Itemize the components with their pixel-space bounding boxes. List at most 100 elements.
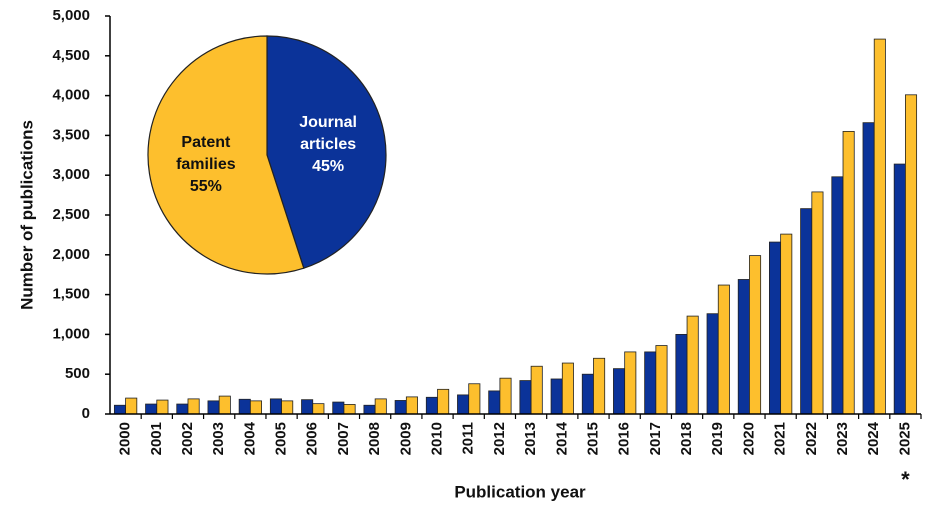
bar [749, 255, 762, 415]
x-tick-label: 2019 [709, 422, 726, 455]
x-tick-label: 2025 [896, 422, 913, 455]
x-tick-label: 2011 [460, 422, 477, 455]
bar [332, 401, 345, 415]
bar [893, 163, 906, 415]
y-tick-label: 3,000 [52, 166, 90, 183]
bar [281, 400, 294, 415]
pie-label: Patent families [176, 133, 236, 173]
bar [675, 333, 688, 415]
bar [862, 122, 875, 415]
bar [374, 398, 387, 415]
y-tick-label: 2,000 [52, 246, 90, 263]
bar [581, 373, 594, 415]
bar [394, 400, 407, 415]
y-tick-label: 2,500 [52, 206, 90, 223]
pie-value-label: 55% [189, 177, 222, 195]
x-tick-label: 2024 [865, 421, 882, 455]
bar [301, 399, 314, 415]
x-tick-label: 2010 [428, 422, 445, 455]
y-tick-label: 4,000 [52, 87, 90, 104]
x-tick-label: 2012 [491, 422, 508, 455]
y-tick-label: 0 [82, 405, 90, 422]
x-tick-label: 2023 [834, 422, 851, 455]
y-tick-label: 4,500 [52, 47, 90, 64]
bar [706, 313, 719, 415]
bar [238, 398, 251, 415]
bar [800, 208, 813, 415]
bar [343, 404, 356, 415]
pie-slice [266, 35, 387, 269]
bar [831, 176, 844, 415]
bar [176, 403, 189, 415]
bar [125, 397, 138, 415]
x-tick-label: 2006 [304, 422, 321, 455]
x-tick-label: 2000 [117, 422, 134, 455]
bar [499, 377, 512, 415]
pie-value-label: 45% [312, 158, 345, 176]
y-tick-label: 500 [65, 365, 90, 382]
bar [187, 398, 200, 415]
x-tick-label: 2022 [803, 422, 820, 455]
bar [613, 368, 626, 415]
bar [905, 94, 918, 415]
x-tick-label: 2007 [335, 422, 352, 455]
bar [145, 403, 158, 415]
bar [405, 396, 418, 415]
bar [717, 284, 730, 415]
bar [363, 404, 376, 415]
bar [207, 400, 220, 415]
bar [156, 399, 169, 415]
bar [561, 362, 574, 415]
x-axis-title: Publication year [454, 482, 586, 501]
annotation: * [901, 467, 910, 492]
bar [530, 365, 543, 415]
bar [624, 351, 637, 415]
x-tick-label: 2005 [273, 422, 290, 455]
x-tick-label: 2008 [366, 422, 383, 455]
bar [593, 357, 606, 415]
y-tick-label: 1,500 [52, 286, 90, 303]
bar [811, 191, 824, 415]
y-tick-label: 5,000 [52, 7, 90, 24]
y-tick-label: 1,000 [52, 325, 90, 342]
x-tick-label: 2020 [740, 422, 757, 455]
x-tick-label: 2003 [210, 422, 227, 455]
bar [457, 394, 470, 415]
bar [468, 383, 481, 415]
x-tick-label: 2015 [584, 422, 601, 455]
bar [218, 395, 231, 415]
bar [686, 315, 699, 415]
bar [269, 398, 282, 415]
bar [769, 241, 782, 415]
x-tick-label: 2021 [772, 422, 789, 455]
x-tick-label: 2013 [522, 422, 539, 455]
bar [249, 400, 262, 415]
bar [550, 378, 563, 415]
y-axis-title: Number of publications [17, 120, 36, 310]
bar [873, 38, 886, 415]
bar [644, 351, 657, 415]
x-tick-label: 2001 [148, 422, 165, 455]
pie-slice [147, 35, 305, 275]
x-tick-label: 2009 [397, 422, 414, 455]
bar [488, 390, 501, 415]
x-tick-label: 2018 [678, 422, 695, 455]
x-tick-label: 2017 [647, 422, 664, 455]
bar [113, 404, 126, 415]
y-tick-label: 3,500 [52, 126, 90, 143]
bar [655, 345, 668, 415]
bar [425, 396, 438, 415]
bar [312, 403, 325, 415]
x-tick-label: 2016 [616, 422, 633, 455]
x-tick-label: 2004 [241, 421, 258, 455]
bar [780, 233, 793, 415]
bar [842, 131, 855, 415]
pie-label: Journal articles [299, 114, 357, 154]
x-tick-label: 2002 [179, 422, 196, 455]
bar [437, 388, 450, 415]
bar [737, 279, 750, 415]
bar [519, 380, 532, 415]
x-tick-label: 2014 [553, 421, 570, 455]
